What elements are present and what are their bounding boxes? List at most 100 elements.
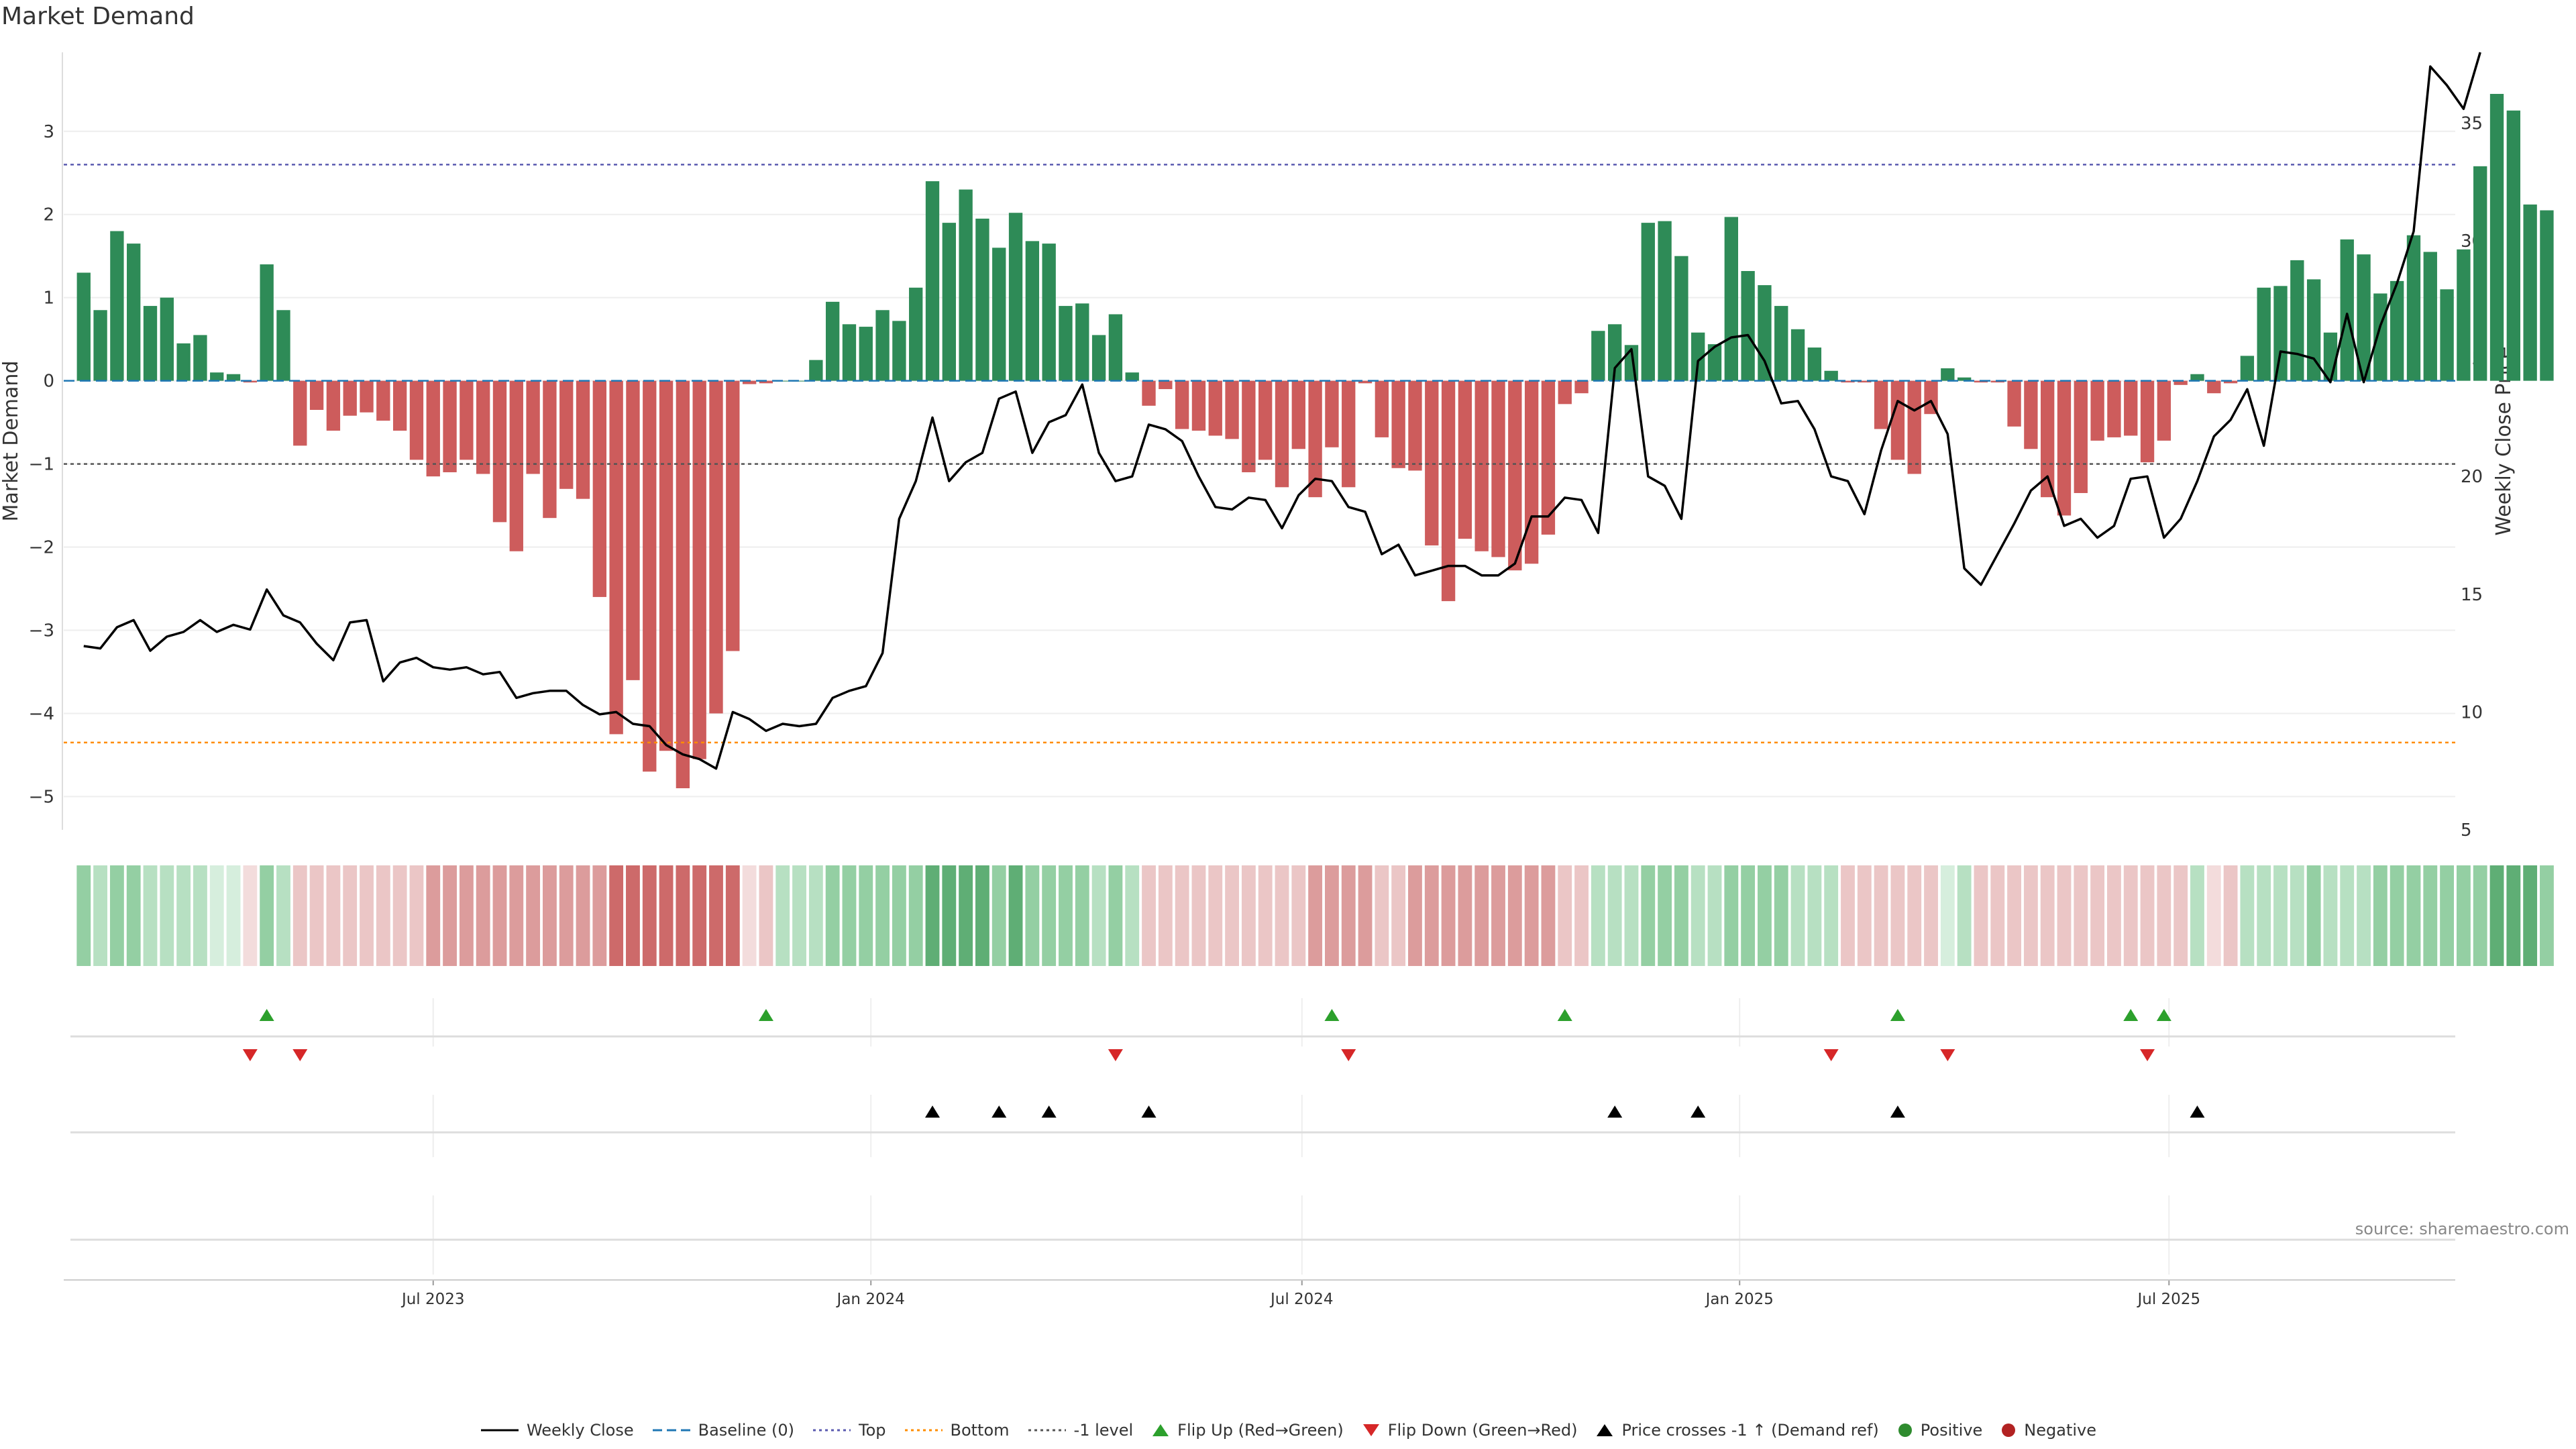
demand-bar: [909, 287, 923, 381]
intensity-cell: [2423, 865, 2438, 966]
intensity-cell: [459, 865, 474, 966]
y2-tick-label: 15: [2461, 585, 2483, 605]
intensity-cell: [659, 865, 674, 966]
triangle-down-icon: [1362, 1424, 1379, 1436]
demand-bar: [1724, 217, 1738, 381]
demand-bar: [792, 380, 806, 382]
demand-bar: [1308, 380, 1322, 498]
intensity-cell: [1790, 865, 1805, 966]
intensity-cell: [1458, 865, 1472, 966]
demand-bar: [2107, 380, 2121, 437]
dashed-line-icon: [652, 1429, 690, 1432]
y-tick-label: −2: [29, 538, 54, 558]
flip-down-marker: [292, 1049, 308, 1061]
price-cross-marker: [1141, 1106, 1157, 1118]
demand-bar: [1358, 380, 1373, 384]
demand-bar: [193, 335, 207, 381]
intensity-cell: [2174, 865, 2188, 966]
intensity-cell: [859, 865, 873, 966]
intensity-cell: [1507, 865, 1522, 966]
demand-bar: [1874, 380, 1888, 429]
source-note: source: sharemaestro.com: [2355, 1220, 2569, 1238]
intensity-cell: [1574, 865, 1589, 966]
intensity-cell: [2157, 865, 2171, 966]
intensity-cell: [1641, 865, 1656, 966]
intensity-cell: [1208, 865, 1223, 966]
demand-bar: [659, 380, 674, 751]
intensity-cell: [2489, 865, 2504, 966]
intensity-cell: [2090, 865, 2105, 966]
demand-bar: [1175, 380, 1189, 429]
y2-tick-label: 20: [2461, 467, 2483, 487]
intensity-cell: [542, 865, 557, 966]
demand-bar: [992, 248, 1006, 381]
intensity-cell: [109, 865, 124, 966]
chart-title: Market Demand: [1, 3, 195, 30]
intensity-cell: [759, 865, 773, 966]
demand-bar: [1890, 380, 1905, 460]
intensity-cell: [1408, 865, 1422, 966]
intensity-cell: [1158, 865, 1173, 966]
demand-bar: [1508, 380, 1522, 571]
demand-bar: [127, 244, 141, 381]
demand-bar: [543, 380, 557, 519]
intensity-cell: [2040, 865, 2055, 966]
intensity-cell: [176, 865, 191, 966]
intensity-cell: [392, 865, 407, 966]
legend-item-top: Top: [812, 1421, 886, 1440]
demand-bar: [2174, 380, 2188, 385]
y-tick-label: 2: [43, 205, 54, 225]
legend-item-baseline: Baseline (0): [651, 1421, 794, 1440]
demand-bar: [1491, 380, 1505, 557]
demand-bar: [942, 223, 956, 381]
legend-item-minus-one: -1 level: [1027, 1421, 1133, 1440]
demand-bar: [443, 380, 457, 472]
demand-bar: [1774, 306, 1788, 381]
intensity-cell: [2206, 865, 2221, 966]
intensity-cell: [1125, 865, 1140, 966]
intensity-cell: [260, 865, 274, 966]
demand-bar: [2140, 380, 2155, 463]
intensity-cell: [1324, 865, 1339, 966]
legend-item-flip-down: Flip Down (Green→Red): [1361, 1421, 1577, 1440]
flip-up-marker: [2123, 1009, 2139, 1021]
demand-bar: [842, 324, 857, 381]
demand-bar: [2157, 380, 2171, 441]
demand-bar: [809, 360, 823, 381]
legend: Weekly Close Baseline (0) Top Bottom -1 …: [0, 1421, 2576, 1440]
demand-bar: [476, 380, 490, 474]
intensity-cell: [1491, 865, 1505, 966]
flip-up-marker: [2156, 1009, 2171, 1021]
price-cross-marker: [1041, 1106, 1057, 1118]
demand-bar: [2489, 93, 2504, 381]
legend-label: Positive: [1920, 1421, 1983, 1440]
intensity-cell: [1890, 865, 1905, 966]
demand-bar: [592, 380, 607, 597]
intensity-cell: [1658, 865, 1672, 966]
intensity-cell: [2357, 865, 2371, 966]
legend-label: Weekly Close: [526, 1421, 634, 1440]
intensity-cell: [2440, 865, 2455, 966]
intensity-cell: [559, 865, 574, 966]
dotted-line-icon: [904, 1429, 943, 1432]
dotted-line-icon: [1028, 1429, 1066, 1432]
demand-bar: [2390, 280, 2404, 381]
demand-bar: [1841, 380, 1855, 383]
demand-bar: [1225, 380, 1239, 439]
demand-bar: [2373, 293, 2387, 381]
flip-up-marker: [758, 1009, 773, 1021]
intensity-cell: [76, 865, 91, 966]
intensity-cell: [1391, 865, 1406, 966]
intensity-cell: [2523, 865, 2538, 966]
demand-bar: [276, 310, 290, 381]
intensity-cell: [1142, 865, 1156, 966]
weekly-close-line: [83, 52, 2481, 770]
intensity-cell: [360, 865, 374, 966]
legend-label: Negative: [2024, 1421, 2097, 1440]
demand-bar: [1441, 380, 1456, 602]
demand-bar: [376, 380, 390, 421]
intensity-cell: [1059, 865, 1073, 966]
intensity-cell: [1607, 865, 1622, 966]
demand-bar: [1275, 380, 1289, 488]
intensity-cell: [1690, 865, 1705, 966]
